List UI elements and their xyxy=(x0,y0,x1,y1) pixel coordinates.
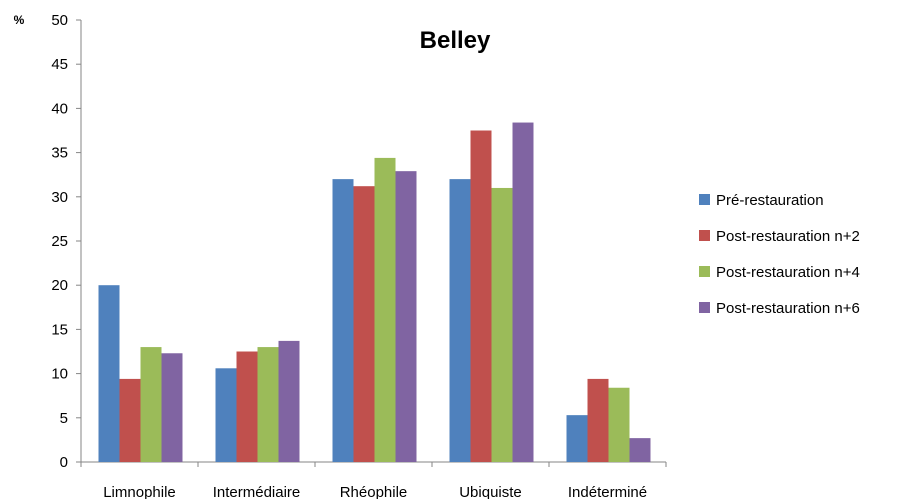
bar xyxy=(374,157,396,463)
legend-swatch xyxy=(699,230,710,241)
bar xyxy=(491,187,513,462)
y-tick-label: 45 xyxy=(51,56,68,73)
bar xyxy=(566,415,588,462)
y-tick-label: 35 xyxy=(51,145,68,162)
y-tick-label: 0 xyxy=(60,454,68,471)
y-tick-label: 10 xyxy=(51,366,68,383)
bar xyxy=(587,378,609,462)
y-tick-label: 50 xyxy=(51,12,68,29)
legend-swatch xyxy=(699,194,710,205)
bar xyxy=(395,171,417,462)
bar xyxy=(119,378,141,462)
legend-label: Post-restauration n+2 xyxy=(716,228,860,245)
bar xyxy=(608,387,630,462)
bar xyxy=(236,351,258,462)
bar xyxy=(470,130,492,462)
bar xyxy=(332,179,354,462)
bar xyxy=(257,347,279,462)
legend-label: Pré-restauration xyxy=(716,192,824,209)
y-tick-label: 40 xyxy=(51,100,68,117)
x-tick-label: Limnophile xyxy=(103,484,176,499)
legend-swatch xyxy=(699,266,710,277)
y-axis-label: % xyxy=(14,13,25,27)
bar xyxy=(629,438,651,462)
legend-swatch xyxy=(699,302,710,313)
axes: 0 5 10 15 20 25 30 35 40 45 50 Limnophile Intermédia… xyxy=(51,12,667,501)
y-tick-label: 25 xyxy=(51,233,68,250)
bar xyxy=(98,285,120,462)
chart-title: Belley xyxy=(420,27,491,54)
bar xyxy=(512,122,534,462)
x-tick-label: Intermédiaire xyxy=(213,484,301,499)
bar xyxy=(140,347,162,462)
y-tick-label: 15 xyxy=(51,321,68,338)
y-tick-label: 5 xyxy=(60,410,68,427)
x-tick-label: Indéterminé xyxy=(568,484,647,499)
legend: Pré-restauration Post-restauration n+2 Pos… xyxy=(699,192,860,317)
x-tick-label: Rhéophile xyxy=(340,484,408,499)
bar xyxy=(161,353,183,462)
bar xyxy=(449,179,471,462)
bar xyxy=(278,340,300,462)
bars xyxy=(98,122,651,463)
x-tick-label: Ubiquiste xyxy=(459,484,522,499)
y-tick-label: 20 xyxy=(51,277,68,294)
bar xyxy=(353,186,375,462)
y-tick-label: 30 xyxy=(51,189,68,206)
legend-label: Post-restauration n+4 xyxy=(716,264,860,281)
bar xyxy=(215,368,237,462)
legend-label: Post-restauration n+6 xyxy=(716,300,860,317)
